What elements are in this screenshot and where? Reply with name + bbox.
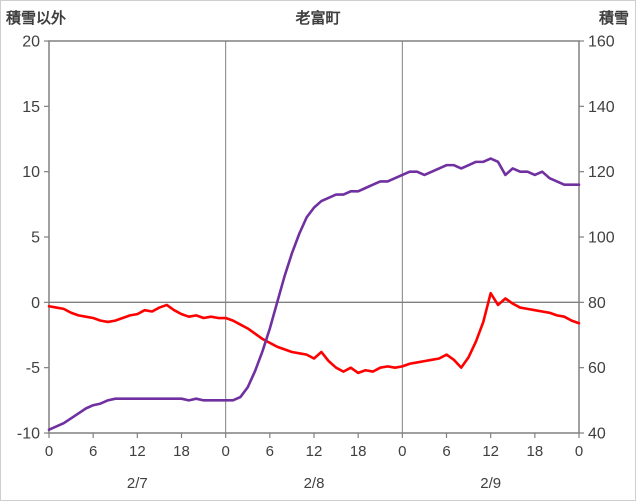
- left-tick-label: -5: [26, 360, 40, 377]
- right-tick-label: 80: [588, 295, 606, 312]
- date-label: 2/8: [304, 475, 325, 492]
- left-tick-label: 0: [31, 295, 40, 312]
- right-tick-label: 120: [588, 164, 615, 181]
- right-tick-label: 140: [588, 99, 615, 116]
- hour-tick-label: 6: [266, 443, 274, 460]
- hour-tick-label: 0: [398, 443, 406, 460]
- hour-tick-label: 0: [45, 443, 53, 460]
- hour-tick-label: 6: [89, 443, 97, 460]
- hour-tick-label: 12: [306, 443, 323, 460]
- right-tick-label: 60: [588, 360, 606, 377]
- left-tick-label: 15: [22, 99, 40, 116]
- hour-tick-label: 18: [350, 443, 367, 460]
- date-label: 2/9: [480, 475, 501, 492]
- left-tick-label: -10: [17, 426, 40, 443]
- hour-tick-label: 12: [129, 443, 146, 460]
- hour-tick-label: 12: [482, 443, 499, 460]
- left-tick-label: 20: [22, 34, 40, 51]
- right-axis-title: 積雪: [598, 10, 629, 27]
- chart-title: 老富町: [295, 10, 341, 27]
- left-axis-title: 積雪以外: [6, 10, 67, 27]
- hour-tick-label: 0: [575, 443, 583, 460]
- right-tick-label: 40: [588, 426, 606, 443]
- hour-tick-label: 18: [526, 443, 543, 460]
- hour-tick-label: 18: [173, 443, 190, 460]
- hour-tick-label: 6: [442, 443, 450, 460]
- plot-border: [48, 40, 580, 434]
- series-line-temperature: [47, 291, 581, 375]
- series-line-snow-depth: [47, 157, 581, 432]
- date-label: 2/7: [127, 475, 148, 492]
- left-tick-label: 10: [22, 164, 40, 181]
- right-tick-label: 160: [588, 34, 615, 51]
- hour-tick-label: 0: [221, 443, 229, 460]
- left-tick-label: 5: [31, 230, 40, 247]
- right-tick-label: 100: [588, 230, 615, 247]
